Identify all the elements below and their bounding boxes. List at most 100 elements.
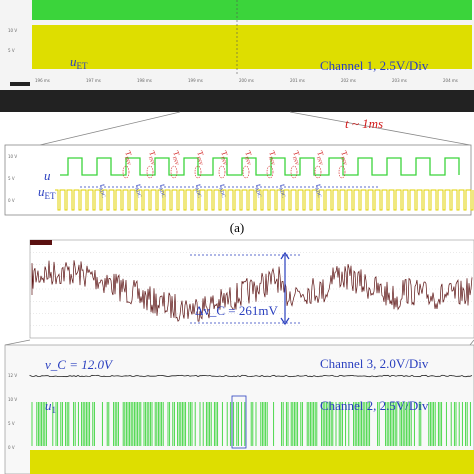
info-bar — [0, 90, 474, 112]
t-adc-sub: ADC — [253, 187, 262, 199]
y-label: 5 V — [8, 421, 15, 426]
t-inv: TINV — [217, 150, 232, 167]
t-inv-sub: INV — [315, 156, 323, 166]
t-adc: tADC — [276, 183, 291, 199]
y-label: 10 V — [8, 28, 17, 33]
inv-mark — [218, 165, 226, 179]
t-adc-sub: ADC — [277, 187, 286, 199]
t-inv-sub: INV — [147, 156, 155, 166]
t-inv: TINV — [193, 150, 208, 167]
t-inv-sub: INV — [291, 156, 299, 166]
t-inv-main: T — [315, 150, 325, 158]
t-inv: TINV — [241, 150, 256, 167]
t-inv-main: T — [123, 150, 133, 158]
y-label: 0 V — [8, 198, 15, 203]
yellow-trace — [32, 25, 472, 69]
t-inv-main: T — [171, 150, 181, 158]
inv-mark — [170, 165, 178, 179]
t-adc: tADC — [216, 183, 231, 199]
t-inv-sub: INV — [219, 156, 227, 166]
t-inv: TINV — [169, 150, 184, 167]
t-inv: TINV — [121, 150, 136, 167]
inv-mark — [194, 165, 202, 179]
yellow-trace — [30, 450, 474, 474]
t-adc-main: t — [134, 183, 143, 189]
y-label: 10 V — [8, 397, 17, 402]
y-label: 5 V — [8, 176, 15, 181]
time-label: 196 ms — [35, 78, 50, 83]
u-label: u — [44, 168, 51, 183]
t-inv-sub: INV — [267, 156, 275, 166]
t-adc-main: t — [98, 183, 107, 189]
t-inv-main: T — [243, 150, 253, 158]
inv-mark — [146, 165, 154, 179]
green-trace — [32, 0, 472, 20]
y-label: 10 V — [8, 154, 17, 159]
time-label: 202 ms — [341, 78, 356, 83]
t-adc-sub: ADC — [313, 187, 322, 199]
t-adc: tADC — [312, 183, 327, 199]
t-inv: TINV — [265, 150, 280, 167]
time-label: 203 ms — [392, 78, 407, 83]
inv-mark — [242, 165, 250, 179]
time-label: 201 ms — [290, 78, 305, 83]
delta-label: Δv_C = 261mV — [195, 303, 278, 318]
t-inv-main: T — [267, 150, 277, 158]
t-adc-sub: ADC — [97, 187, 106, 199]
t-adc: tADC — [156, 183, 171, 199]
t-inv-main: T — [219, 150, 229, 158]
t-inv: TINV — [313, 150, 328, 167]
vc-label: v_C = 12.0V — [45, 357, 114, 372]
t-inv: TINV — [337, 150, 352, 167]
t-inv: TINV — [145, 150, 160, 167]
time-label: 199 ms — [188, 78, 203, 83]
caption: (a) — [230, 220, 244, 235]
t-adc-sub: ADC — [133, 187, 142, 199]
t-adc-main: t — [218, 183, 227, 189]
inv-mark — [266, 165, 274, 179]
t-inv-main: T — [291, 150, 301, 158]
zoom-label: t ~ 1ms — [345, 116, 383, 131]
uet-label: uET — [38, 184, 56, 201]
t-adc-sub: ADC — [217, 187, 226, 199]
y-label: 5 V — [8, 48, 15, 53]
channel-label: Channel 1, 2.5V/Div — [320, 58, 429, 73]
inv-mark — [314, 165, 322, 179]
t-adc: tADC — [192, 183, 207, 199]
t-inv-sub: INV — [123, 156, 131, 166]
t-inv-main: T — [195, 150, 205, 158]
t-inv-sub: INV — [243, 156, 251, 166]
t-inv-main: T — [147, 150, 157, 158]
t-adc-sub: ADC — [157, 187, 166, 199]
vc-trace — [29, 374, 473, 378]
time-label: 198 ms — [137, 78, 152, 83]
time-label: 197 ms — [86, 78, 101, 83]
u-wave — [60, 157, 460, 176]
inv-mark — [338, 165, 346, 179]
t-adc: tADC — [252, 183, 267, 199]
t-inv-sub: INV — [195, 156, 203, 166]
channel3-label: Channel 3, 2.0V/Div — [320, 356, 429, 371]
t-adc-main: t — [278, 183, 287, 189]
t-adc: tADC — [132, 183, 147, 199]
t-inv: TINV — [289, 150, 304, 167]
t-adc-main: t — [314, 183, 323, 189]
t-adc-sub: ADC — [193, 187, 202, 199]
t-adc-main: t — [194, 183, 203, 189]
trace-label: uET — [70, 54, 88, 71]
ripple-trace — [31, 260, 473, 322]
t-inv-sub: INV — [339, 156, 347, 166]
channel2-label: Channel 2, 2.5V/Div — [320, 398, 429, 413]
time-label: 200 ms — [239, 78, 254, 83]
uet-wave — [55, 189, 474, 211]
u1-box — [231, 395, 247, 449]
y-label: 0 V — [8, 445, 15, 450]
t-inv-sub: INV — [171, 156, 179, 166]
t-adc: tADC — [96, 183, 111, 199]
t-adc-main: t — [158, 183, 167, 189]
u1-label: u1 — [45, 398, 56, 415]
y-label: 12 V — [8, 373, 17, 378]
time-label: 204 ms — [443, 78, 458, 83]
inv-mark — [122, 165, 130, 179]
